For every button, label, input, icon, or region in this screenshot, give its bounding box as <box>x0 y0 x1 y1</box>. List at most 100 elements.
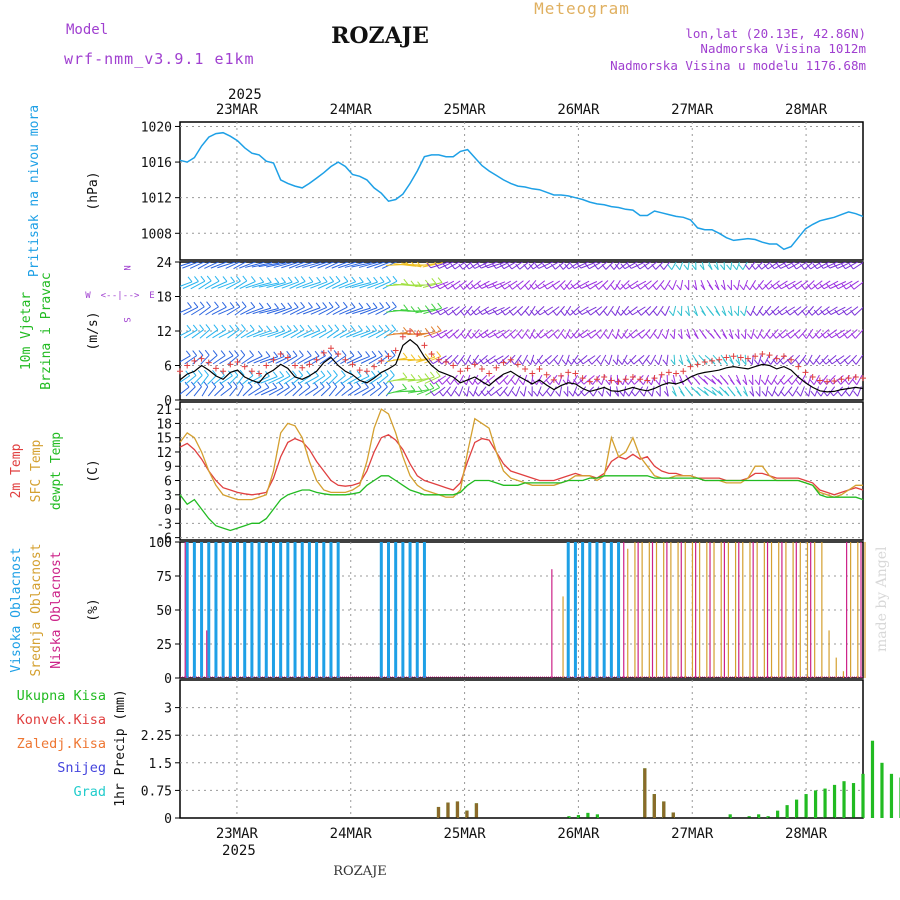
wind-barb-flag <box>810 390 816 397</box>
wind-barb <box>671 262 677 270</box>
y-tick-label: 21 <box>156 403 172 418</box>
wind-barb <box>589 280 603 290</box>
wind-barb <box>839 354 851 365</box>
wind-barb-flag <box>515 263 521 270</box>
wind-barb-flag <box>613 379 619 386</box>
wind-barb <box>317 262 335 269</box>
wind-barb-flag <box>437 277 443 283</box>
wind-barb <box>449 374 458 385</box>
wind-barb-flag <box>622 332 628 339</box>
wind-barb <box>634 386 644 397</box>
wind-barb-flag <box>468 379 473 385</box>
wind-barb <box>812 328 822 339</box>
wind-barb <box>218 306 235 315</box>
wind-barb <box>831 329 845 339</box>
wind-barb <box>407 389 429 394</box>
wind-barb-flag <box>460 333 466 339</box>
wind-barb-flag <box>212 370 217 376</box>
wind-barb <box>298 386 311 397</box>
mixed-precip-bar <box>436 806 441 818</box>
wind-barb-flag <box>668 284 673 291</box>
y-tick-label: 1016 <box>141 156 172 171</box>
wind-barb-flag <box>461 359 467 365</box>
wind-barb-flag <box>477 283 483 289</box>
wind-barb-flag <box>221 324 227 331</box>
rain-bar <box>804 794 808 818</box>
wind-barb-flag <box>694 359 700 365</box>
wind-barb <box>839 329 852 339</box>
wind-barb-flag <box>759 333 765 339</box>
wind-barb-flag <box>511 390 517 397</box>
wind-gust-marker <box>342 356 349 363</box>
wind-gust-marker <box>802 369 809 376</box>
wind-barb-flag <box>199 324 205 330</box>
wind-barb <box>225 262 241 269</box>
panel-precip: 0 0.75 1.5 2.25 3 Ukupna Kisa Konvek.Kisa Zaled… <box>17 679 900 827</box>
wind-barb-flag <box>327 350 333 356</box>
wind-barb-flag <box>623 358 628 365</box>
wind-barb <box>475 306 490 316</box>
bottom-date-label: 26MAR <box>557 826 600 842</box>
wind-barb-flag <box>486 378 491 385</box>
wind-barb-flag <box>402 383 407 390</box>
wind-barb <box>564 305 572 316</box>
y-unit-label: (m/s) <box>86 311 101 350</box>
wind-barb-flag <box>308 302 313 308</box>
wind-barb <box>382 280 398 290</box>
wind-barb-flag <box>195 257 199 262</box>
y-axis-label: 2m Temp <box>9 443 24 498</box>
wind-barb-flag <box>298 370 304 376</box>
wind-barb-flag <box>279 371 285 377</box>
wind-barb <box>375 329 390 339</box>
wind-barb <box>318 306 334 316</box>
wind-barb <box>258 262 280 268</box>
wind-barb-flag <box>212 350 218 356</box>
wind-barb <box>697 386 709 397</box>
wind-barb <box>205 306 219 316</box>
wind-barb-flag <box>443 283 448 290</box>
wind-barb <box>430 262 449 269</box>
wind-barb <box>825 354 837 365</box>
wind-barb <box>197 262 212 270</box>
wind-barb <box>458 386 464 397</box>
wind-gust-marker <box>536 365 543 372</box>
wind-barb-flag <box>445 379 451 385</box>
wind-barb-flag <box>730 379 735 385</box>
wind-barb-flag <box>671 390 677 397</box>
wind-barb-flag <box>716 333 721 339</box>
wind-barb <box>415 331 436 337</box>
wind-barbs <box>180 257 863 397</box>
wind-barb <box>764 374 770 385</box>
wind-barb-flag <box>669 333 675 340</box>
y-tick-label: 1020 <box>141 120 172 135</box>
wind-gust-marker <box>773 355 780 362</box>
compass-arrow: -> <box>129 291 140 301</box>
wind-barb-flag <box>617 333 622 339</box>
wind-barb-flag <box>356 382 362 388</box>
wind-barb-flag <box>825 262 831 269</box>
wind-barb-flag <box>692 284 698 291</box>
compass-center: -|- <box>112 291 128 301</box>
wind-barb-flag <box>192 350 198 356</box>
wind-barb-flag <box>459 310 465 316</box>
wind-barb-flag <box>286 325 292 331</box>
wind-barb <box>626 329 638 339</box>
wind-barb <box>205 329 219 339</box>
wind-barb-flag <box>306 350 312 357</box>
meteogram-label: Meteogram <box>534 0 630 18</box>
wind-barb-flag <box>316 276 322 283</box>
wind-barb <box>575 306 589 316</box>
wind-barb <box>259 307 279 314</box>
wind-barb <box>694 279 698 291</box>
wind-barb-flag <box>707 264 713 271</box>
wind-barb-flag <box>818 263 824 269</box>
wind-barb <box>826 375 836 385</box>
wind-barb-flag <box>766 359 772 365</box>
wind-barb-flag <box>655 379 660 386</box>
wind-barb-flag <box>609 264 615 270</box>
wind-barb-flag <box>464 263 470 270</box>
wind-barb-flag <box>545 379 551 385</box>
wind-barb-flag <box>452 333 458 339</box>
wind-barb <box>477 375 488 385</box>
wind-barb-flag <box>197 381 202 388</box>
